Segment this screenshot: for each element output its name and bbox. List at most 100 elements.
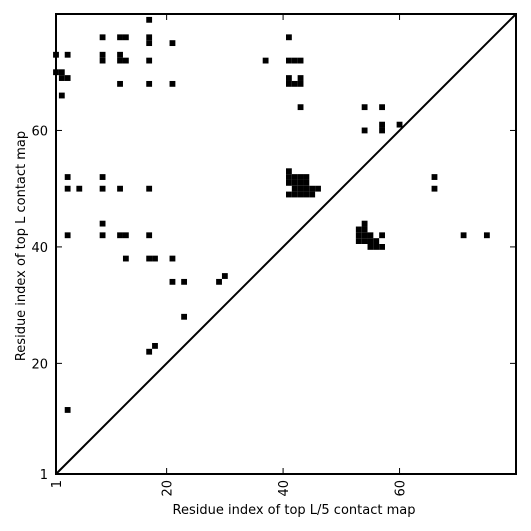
contact-cell bbox=[431, 174, 438, 180]
x-axis-label: Residue index of top L/5 contact map bbox=[173, 503, 416, 518]
contact-cell bbox=[76, 185, 83, 192]
contact-cell bbox=[146, 40, 153, 47]
contact-cell bbox=[315, 185, 321, 192]
contact-cell bbox=[221, 273, 228, 279]
contact-cell bbox=[367, 232, 374, 239]
contact-cell bbox=[169, 80, 176, 87]
contact-cell bbox=[64, 185, 71, 192]
contact-cell bbox=[58, 75, 65, 81]
contact-cell bbox=[309, 191, 316, 198]
contact-cell bbox=[286, 75, 292, 81]
contact-cell bbox=[169, 278, 176, 285]
contact-cell bbox=[181, 313, 188, 320]
contact-cell bbox=[291, 185, 298, 192]
contact-cell bbox=[117, 51, 123, 58]
contact-cell bbox=[297, 185, 304, 192]
contact-cell bbox=[146, 34, 153, 41]
contact-cell bbox=[373, 238, 380, 244]
contact-cell bbox=[379, 244, 385, 250]
diagonal-line bbox=[55, 13, 517, 475]
contact-cell bbox=[291, 179, 298, 186]
contact-cell bbox=[297, 179, 304, 186]
contact-cell bbox=[146, 16, 153, 23]
contact-cell bbox=[117, 80, 123, 87]
contact-cell bbox=[64, 407, 71, 413]
contact-cell bbox=[286, 179, 292, 186]
contact-cell bbox=[309, 185, 316, 192]
contact-cell bbox=[146, 57, 153, 64]
contact-cell bbox=[117, 232, 123, 239]
contact-cell bbox=[117, 185, 123, 192]
contact-cell bbox=[303, 179, 310, 186]
contact-cell bbox=[297, 104, 304, 111]
contact-cell bbox=[379, 104, 385, 111]
contact-cells bbox=[53, 16, 490, 413]
contact-cell bbox=[152, 342, 158, 349]
contact-cell bbox=[122, 57, 129, 64]
x-tick-label: 1 bbox=[50, 480, 65, 488]
contact-cell bbox=[152, 255, 158, 262]
y-tick-label: 60 bbox=[31, 124, 48, 139]
contact-cell bbox=[297, 80, 304, 87]
contact-cell bbox=[99, 220, 106, 227]
contact-cell bbox=[291, 80, 298, 87]
contact-cell bbox=[262, 57, 269, 64]
contact-cell bbox=[355, 226, 362, 233]
contact-cell bbox=[297, 174, 304, 180]
contact-cell bbox=[361, 127, 368, 134]
contact-cell bbox=[146, 348, 153, 355]
x-tick-label: 20 bbox=[160, 480, 175, 497]
contact-cell bbox=[379, 121, 385, 128]
contact-cell bbox=[122, 255, 129, 262]
contact-cell bbox=[286, 168, 292, 175]
contact-cell bbox=[303, 191, 310, 198]
contact-cell bbox=[181, 278, 188, 285]
contact-cell bbox=[373, 244, 380, 250]
contact-cell bbox=[99, 57, 106, 64]
contact-cell bbox=[117, 57, 123, 64]
contact-cell bbox=[99, 34, 106, 41]
x-tick-label: 40 bbox=[277, 480, 292, 497]
y-tick-label: 1 bbox=[40, 468, 48, 483]
contact-cell bbox=[396, 121, 403, 128]
contact-cell bbox=[286, 174, 292, 180]
contact-cell bbox=[361, 220, 368, 227]
contact-cell bbox=[361, 232, 368, 239]
contact-cell bbox=[361, 238, 368, 244]
contact-cell bbox=[99, 185, 106, 192]
contact-cell bbox=[146, 80, 153, 87]
contact-cell bbox=[286, 191, 292, 198]
contact-cell bbox=[99, 51, 106, 58]
contact-cell bbox=[379, 127, 385, 134]
contact-cell bbox=[58, 92, 65, 99]
contact-cell bbox=[146, 185, 153, 192]
contact-cell bbox=[379, 232, 385, 239]
contact-cell bbox=[99, 174, 106, 180]
contact-cell bbox=[146, 255, 153, 262]
x-tick-label: 60 bbox=[393, 480, 408, 497]
contact-cell bbox=[483, 232, 490, 239]
contact-cell bbox=[286, 34, 292, 41]
contact-cell bbox=[291, 57, 298, 64]
y-tick-label: 20 bbox=[31, 357, 48, 372]
contact-cell bbox=[303, 174, 310, 180]
contact-cell bbox=[291, 191, 298, 198]
contact-cell bbox=[367, 244, 374, 250]
contact-cell bbox=[355, 232, 362, 239]
contact-cell bbox=[64, 51, 71, 58]
contact-cell bbox=[460, 232, 467, 239]
contact-cell bbox=[117, 34, 123, 41]
contact-cell bbox=[367, 238, 374, 244]
contact-cell bbox=[122, 232, 129, 239]
contact-cell bbox=[169, 255, 176, 262]
contact-cell bbox=[64, 174, 71, 180]
y-tick-label: 40 bbox=[31, 241, 48, 256]
plot-frame bbox=[55, 13, 517, 475]
contact-cell bbox=[297, 191, 304, 198]
contact-cell bbox=[58, 69, 65, 76]
contact-cell bbox=[216, 278, 222, 285]
contact-cell bbox=[286, 80, 292, 87]
x-axis-ticks: 1 20 40 60 bbox=[50, 14, 408, 497]
contact-cell bbox=[297, 75, 304, 81]
